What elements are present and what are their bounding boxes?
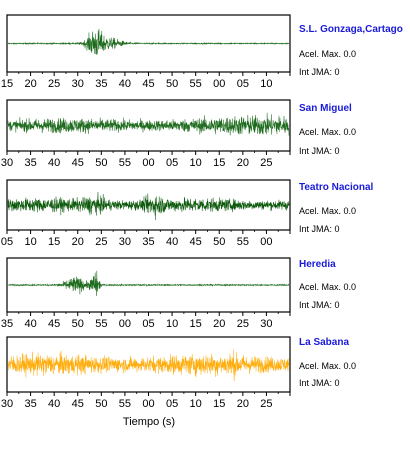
tick-label-5-11: 25 [260, 398, 272, 410]
tick-label-5-6: 00 [142, 398, 154, 410]
waveform-3 [7, 191, 290, 221]
tick-label-3-8: 45 [190, 236, 202, 248]
tick-label-5-3: 45 [72, 398, 84, 410]
tick-label-3-11: 00 [260, 236, 272, 248]
tick-label-3-7: 40 [166, 236, 178, 248]
tick-label-2-2: 40 [48, 157, 60, 169]
tick-label-1-2: 25 [48, 78, 60, 90]
int-jma-1: Int JMA: 0 [299, 67, 340, 77]
tick-label-4-1: 40 [24, 318, 36, 330]
tick-label-3-2: 15 [48, 236, 60, 248]
waveform-4 [7, 270, 290, 297]
tick-label-4-5: 00 [119, 318, 131, 330]
tick-label-3-4: 25 [95, 236, 107, 248]
tick-label-1-4: 35 [95, 78, 107, 90]
tick-label-2-5: 55 [119, 157, 131, 169]
tick-label-5-1: 35 [24, 398, 36, 410]
tick-label-3-1: 10 [24, 236, 36, 248]
tick-label-3-10: 55 [237, 236, 249, 248]
x-axis-label: Tiempo (s) [122, 416, 176, 428]
tick-label-5-4: 50 [95, 398, 107, 410]
tick-label-4-4: 55 [95, 318, 107, 330]
tick-label-2-3: 45 [72, 157, 84, 169]
waveform-1 [7, 28, 290, 55]
tick-label-4-0: 35 [1, 318, 13, 330]
tick-label-2-6: 00 [142, 157, 154, 169]
tick-label-3-5: 30 [119, 236, 131, 248]
station-name-4: Heredia [299, 259, 336, 270]
tick-label-1-5: 40 [119, 78, 131, 90]
tick-label-1-6: 45 [142, 78, 154, 90]
tick-label-4-10: 25 [237, 318, 249, 330]
tick-label-2-8: 10 [190, 157, 202, 169]
acel-max-4: Acel. Max. 0.0 [299, 282, 357, 292]
tick-label-3-6: 35 [142, 236, 154, 248]
tick-label-5-9: 15 [213, 398, 225, 410]
int-jma-2: Int JMA: 0 [299, 146, 340, 156]
int-jma-5: Int JMA: 0 [299, 378, 340, 388]
waveform-5 [7, 349, 290, 382]
tick-label-2-9: 15 [213, 157, 225, 169]
acel-max-3: Acel. Max. 0.0 [299, 206, 357, 216]
tick-label-2-1: 35 [24, 157, 36, 169]
tick-label-4-8: 15 [190, 318, 202, 330]
tick-label-4-6: 05 [142, 318, 154, 330]
tick-label-1-7: 50 [166, 78, 178, 90]
tick-label-3-9: 50 [213, 236, 225, 248]
tick-label-1-11: 10 [260, 78, 272, 90]
panel-4: 35 40 45 50 55 00 05 10 15 20 25 30 [1, 257, 291, 330]
tick-label-5-10: 20 [237, 398, 249, 410]
tick-label-1-3: 30 [72, 78, 84, 90]
tick-label-4-7: 10 [166, 318, 178, 330]
tick-label-3-3: 20 [72, 236, 84, 248]
station-name-5: La Sabana [299, 337, 350, 348]
tick-label-2-4: 50 [95, 157, 107, 169]
tick-label-3-0: 05 [1, 236, 13, 248]
tick-label-1-8: 55 [190, 78, 202, 90]
tick-label-4-11: 30 [260, 318, 272, 330]
tick-label-2-10: 20 [237, 157, 249, 169]
panel-5: 30 35 40 45 50 55 00 05 10 15 20 25 [1, 336, 291, 410]
station-name-1: S.L. Gonzaga,Cartago [299, 24, 403, 35]
tick-label-1-10: 05 [237, 78, 249, 90]
int-jma-3: Int JMA: 0 [299, 224, 340, 234]
tick-label-1-9: 00 [213, 78, 225, 90]
tick-label-5-8: 10 [190, 398, 202, 410]
tick-label-1-1: 20 [24, 78, 36, 90]
tick-label-2-7: 05 [166, 157, 178, 169]
panel-1: 15 20 25 30 35 40 45 50 55 00 05 10 [1, 14, 291, 90]
tick-label-5-2: 40 [48, 398, 60, 410]
station-name-3: Teatro Nacional [299, 182, 374, 193]
tick-label-2-0: 30 [1, 157, 13, 169]
tick-label-4-2: 45 [48, 318, 60, 330]
int-jma-4: Int JMA: 0 [299, 300, 340, 310]
station-name-2: San Miguel [299, 103, 352, 114]
panel-2: 30 35 40 45 50 55 00 05 10 15 20 25 [1, 99, 291, 169]
tick-label-4-3: 50 [72, 318, 84, 330]
acel-max-2: Acel. Max. 0.0 [299, 127, 357, 137]
acel-max-5: Acel. Max. 0.0 [299, 361, 357, 371]
tick-label-2-11: 25 [260, 157, 272, 169]
acel-max-1: Acel. Max. 0.0 [299, 49, 357, 59]
tick-label-5-7: 05 [166, 398, 178, 410]
panel-3: 05 10 15 20 25 30 35 40 45 50 55 00 [1, 179, 291, 248]
tick-label-4-9: 20 [213, 318, 225, 330]
tick-label-5-5: 55 [119, 398, 131, 410]
waveform-2 [7, 112, 290, 136]
tick-label-1-0: 15 [1, 78, 13, 90]
tick-label-5-0: 30 [1, 398, 13, 410]
